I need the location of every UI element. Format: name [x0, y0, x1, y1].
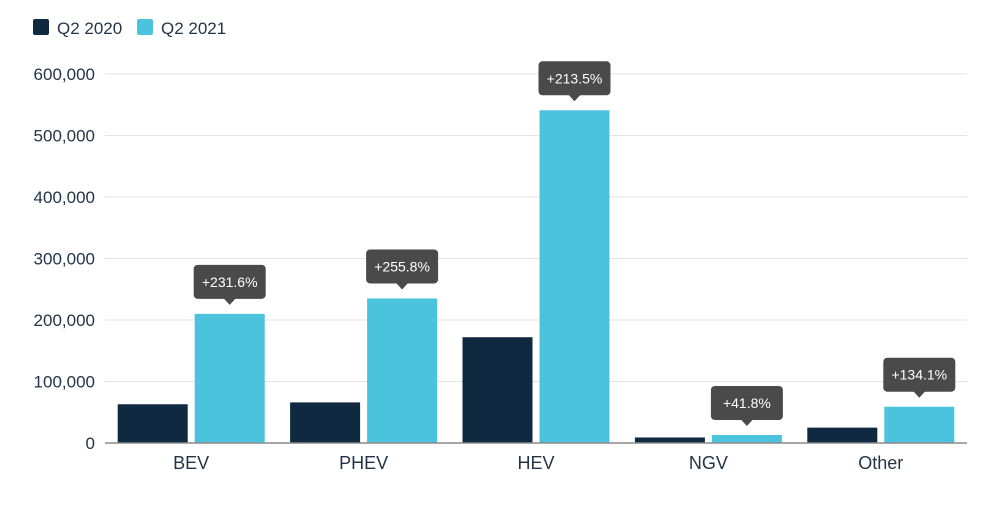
callout-label: +41.8% — [723, 395, 771, 411]
y-tick-label: 600,000 — [34, 65, 95, 84]
callout-box — [366, 249, 439, 284]
bar-q2-2021-bev — [194, 313, 265, 443]
callout-pointer — [223, 298, 236, 305]
change-callouts: +231.6% +255.8% +213.5% +41.8% +134.1% — [193, 61, 956, 427]
x-axis-categories: BEV PHEV HEV NGV Other — [173, 453, 903, 473]
change-callout: +41.8% — [710, 386, 783, 427]
x-category-label: Other — [858, 453, 903, 473]
legend-swatch-q2-2020 — [33, 19, 49, 35]
bar-q2-2020-phev — [290, 402, 361, 443]
y-tick-label: 400,000 — [34, 188, 95, 207]
bar-q2-2021-hev — [539, 110, 610, 443]
y-tick-label: 0 — [86, 434, 95, 453]
callout-box — [883, 357, 956, 392]
bars — [117, 110, 955, 443]
callout-label: +255.8% — [374, 258, 430, 274]
x-category-label: PHEV — [339, 453, 388, 473]
bar-q2-2021-ngv — [711, 435, 782, 443]
y-tick-label: 500,000 — [34, 127, 95, 146]
change-callout: +213.5% — [538, 61, 611, 102]
bar-q2-2020-bev — [117, 404, 188, 443]
y-tick-label: 200,000 — [34, 311, 95, 330]
callout-pointer — [913, 391, 926, 398]
legend: Q2 2020 Q2 2021 — [33, 19, 226, 38]
change-callout: +134.1% — [883, 357, 956, 398]
legend-label-q2-2021: Q2 2021 — [161, 19, 226, 38]
callout-label: +134.1% — [891, 367, 947, 383]
y-tick-label: 300,000 — [34, 250, 95, 269]
bar-q2-2020-hev — [462, 337, 533, 443]
callout-pointer — [396, 282, 409, 290]
x-category-label: HEV — [517, 453, 554, 473]
callout-label: +213.5% — [547, 70, 603, 86]
callout-pointer — [740, 419, 753, 427]
bar-q2-2021-other — [884, 406, 955, 443]
callout-box — [538, 61, 611, 96]
bar-q2-2020-other — [807, 427, 878, 443]
callout-box — [710, 386, 783, 421]
x-category-label: NGV — [689, 453, 728, 473]
change-callout: +255.8% — [366, 249, 439, 290]
callout-pointer — [568, 94, 581, 102]
y-axis-ticks: 0 100,000 200,000 300,000 400,000 500,000 600,… — [34, 65, 95, 453]
x-category-label: BEV — [173, 453, 209, 473]
callout-box — [193, 264, 266, 299]
legend-label-q2-2020: Q2 2020 — [57, 19, 122, 38]
y-tick-label: 100,000 — [34, 373, 95, 392]
bar-q2-2020-ngv — [634, 437, 705, 443]
legend-swatch-q2-2021 — [137, 19, 153, 35]
bar-q2-2021-phev — [367, 298, 438, 443]
callout-label: +231.6% — [202, 274, 258, 290]
change-callout: +231.6% — [193, 264, 266, 305]
